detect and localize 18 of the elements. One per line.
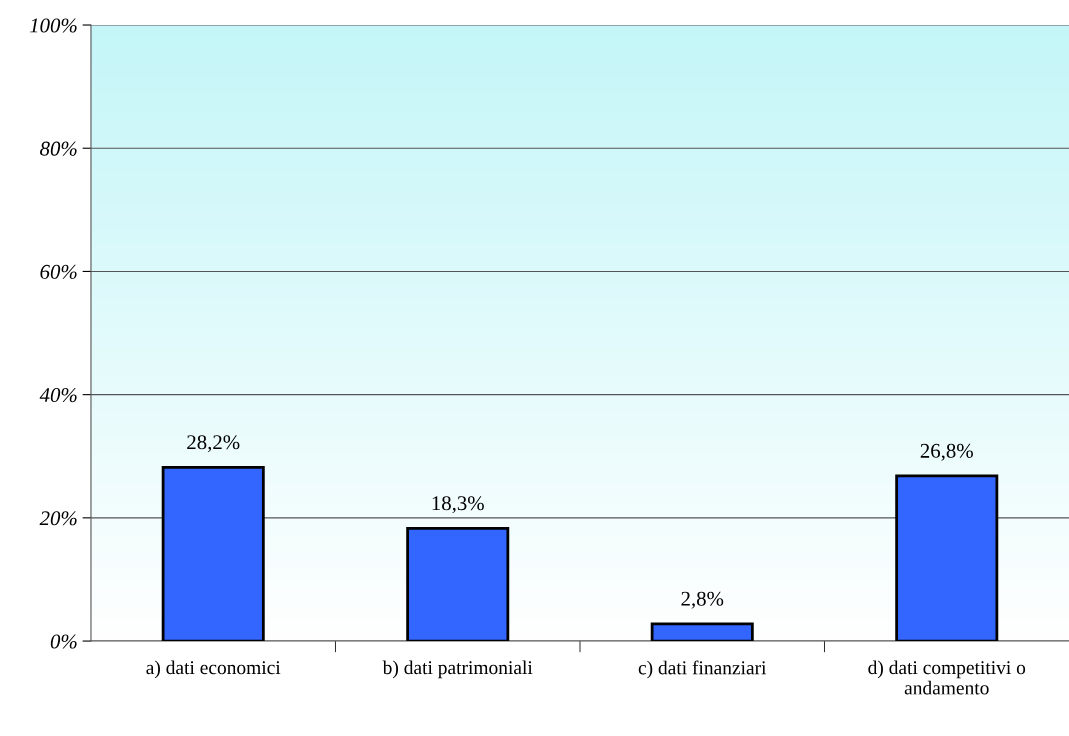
data-label: 26,8%	[920, 443, 973, 461]
bar	[161, 465, 265, 642]
y-tick-label: 80%	[40, 141, 77, 156]
data-label: 18,3%	[432, 496, 484, 514]
data-label: 2,8%	[681, 591, 724, 609]
y-tick-label: 0%	[50, 634, 77, 649]
bar	[406, 526, 510, 642]
y-tick-label: 40%	[39, 388, 77, 403]
bar	[650, 622, 754, 642]
x-tick-label: a) dati economici	[146, 660, 281, 679]
bar	[895, 474, 999, 642]
x-tick-label: c) dati finanziari	[638, 660, 767, 679]
y-tick-label: 20%	[39, 511, 77, 526]
x-tick-label: b) dati patrimoniali	[382, 660, 533, 679]
y-tick-label: 60%	[40, 264, 77, 279]
y-tick-label: 100%	[29, 18, 77, 33]
data-label: 28,2%	[187, 435, 240, 453]
x-tick-label: d) dati competitivi o andamento	[868, 660, 1026, 695]
